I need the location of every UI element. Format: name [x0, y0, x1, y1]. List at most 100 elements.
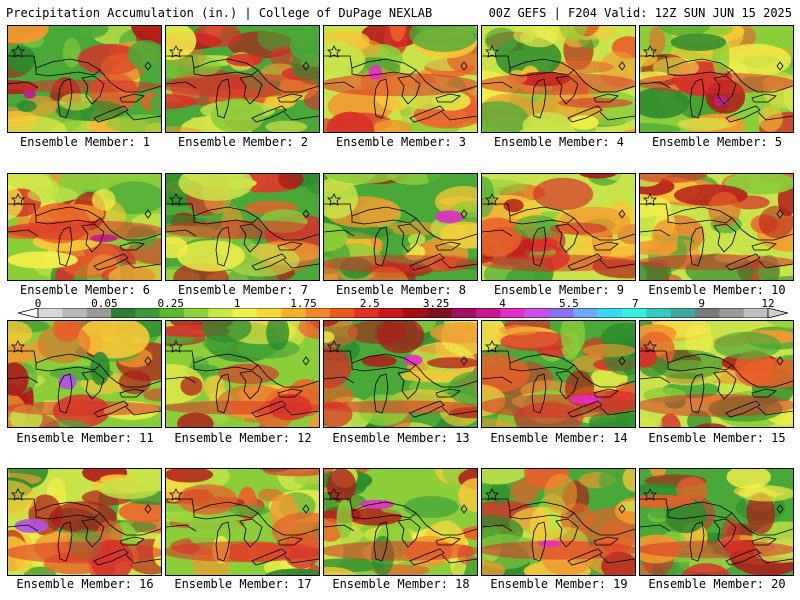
great-lakes-outline [8, 488, 161, 566]
colorbar-tick-label: 2.5 [359, 297, 380, 310]
precip-field [8, 469, 161, 575]
colorbar-swatch [646, 308, 671, 318]
colorbar-tick-label: 1 [233, 297, 241, 310]
ensemble-map-panel [639, 468, 794, 576]
ensemble-member-label: Ensemble Member: 3 [335, 135, 467, 149]
precip-field [166, 321, 319, 427]
colorbar-swatch [500, 308, 525, 318]
precip-map [324, 469, 477, 575]
precip-field [166, 26, 319, 132]
colorbar-swatch [281, 308, 306, 318]
precip-field [324, 174, 477, 280]
colorbar-swatch [549, 308, 574, 318]
precip-field [482, 174, 635, 280]
colorbar-swatch [573, 308, 598, 318]
precip-field [324, 469, 477, 575]
ensemble-member-label: Ensemble Member: 19 [490, 577, 628, 591]
precip-map [640, 26, 793, 132]
great-lakes-outline [8, 45, 161, 123]
colorbar-swatch [622, 308, 647, 318]
ensemble-member-label: Ensemble Member: 10 [648, 283, 786, 297]
colorbar-swatch [305, 308, 331, 318]
ensemble-map-panel [481, 25, 636, 133]
colorbar-right-arrow [767, 308, 788, 318]
ensemble-map-panel [7, 320, 162, 428]
precip-map [8, 321, 161, 427]
colorbar-tick-label: 3.25 [422, 297, 450, 310]
colorbar-swatch [597, 308, 623, 318]
precip-field [324, 26, 477, 132]
ensemble-map-panel [165, 25, 320, 133]
colorbar-swatch [476, 308, 501, 318]
great-lakes-outline [324, 45, 477, 123]
great-lakes-outline [8, 340, 161, 418]
colorbar-swatch [524, 308, 550, 318]
ensemble-member-label: Ensemble Member: 4 [493, 135, 625, 149]
ensemble-member-label: Ensemble Member: 12 [174, 431, 312, 445]
colorbar-swatch [743, 308, 769, 318]
precip-map [482, 321, 635, 427]
precip-map [8, 26, 161, 132]
ensemble-map-panel [481, 468, 636, 576]
great-lakes-outline [640, 488, 793, 566]
colorbar-left-arrow [18, 308, 39, 318]
colorbar-swatch [184, 308, 209, 318]
ensemble-member-label: Ensemble Member: 9 [493, 283, 625, 297]
precip-map [324, 174, 477, 280]
colorbar: 0 0.05 0.25 1 1.75 2.5 3.25 4 5.5 7 9 12 [18, 297, 788, 319]
ensemble-member-label: Ensemble Member: 17 [174, 577, 312, 591]
precip-map [482, 26, 635, 132]
precip-map [324, 321, 477, 427]
ensemble-member-label: Ensemble Member: 7 [177, 283, 309, 297]
colorbar-tick-label: 0 [34, 297, 42, 310]
ensemble-map-panel [323, 25, 478, 133]
precip-field [166, 174, 319, 280]
colorbar-tick-label: 0.05 [91, 297, 118, 310]
colorbar-tick-label: 0.25 [157, 297, 184, 310]
precip-map [482, 174, 635, 280]
great-lakes-outline [640, 193, 793, 271]
colorbar-swatch [378, 308, 404, 318]
colorbar-swatch [354, 308, 379, 318]
precip-field [640, 469, 793, 575]
ensemble-map-panel [323, 468, 478, 576]
ensemble-member-label: Ensemble Member: 15 [648, 431, 786, 445]
colorbar-tick-labels: 0 0.05 0.25 1 1.75 2.5 3.25 4 5.5 7 9 12 [18, 297, 788, 310]
colorbar-tick-label: 1.75 [290, 297, 317, 310]
great-lakes-outline [482, 193, 635, 271]
great-lakes-outline [640, 340, 793, 418]
precip-map [8, 174, 161, 280]
ensemble-map-panel [639, 173, 794, 281]
great-lakes-outline [482, 488, 635, 566]
colorbar-tick-label: 4 [499, 297, 506, 310]
precip-map [640, 469, 793, 575]
ensemble-map-panel [639, 25, 794, 133]
ensemble-member-label: Ensemble Member: 18 [332, 577, 470, 591]
colorbar-swatch [62, 308, 87, 318]
ensemble-member-label: Ensemble Member: 1 [19, 135, 151, 149]
ensemble-member-label: Ensemble Member: 6 [19, 283, 151, 297]
colorbar-swatch [135, 308, 160, 318]
precip-map [640, 174, 793, 280]
run-valid-time: 00Z GEFS | F204 Valid: 12Z SUN JUN 15 20… [488, 6, 792, 20]
precip-field [8, 174, 161, 280]
colorbar-swatch [208, 308, 233, 318]
great-lakes-outline [8, 193, 161, 271]
great-lakes-outline [166, 488, 319, 566]
great-lakes-outline [166, 340, 319, 418]
ensemble-member-label: Ensemble Member: 11 [16, 431, 154, 445]
precip-map [640, 321, 793, 427]
ensemble-map-panel [165, 173, 320, 281]
colorbar-swatch [330, 308, 355, 318]
colorbar-swatch [111, 308, 136, 318]
ensemble-map-panel [481, 320, 636, 428]
colorbar-swatch [719, 308, 744, 318]
great-lakes-outline [640, 45, 793, 123]
precip-map [8, 469, 161, 575]
ensemble-map-panel [7, 468, 162, 576]
ensemble-map-panel [323, 320, 478, 428]
colorbar-swatch [403, 308, 428, 318]
colorbar-swatch [159, 308, 185, 318]
ensemble-member-label: Ensemble Member: 14 [490, 431, 628, 445]
ensemble-map-panel [323, 173, 478, 281]
